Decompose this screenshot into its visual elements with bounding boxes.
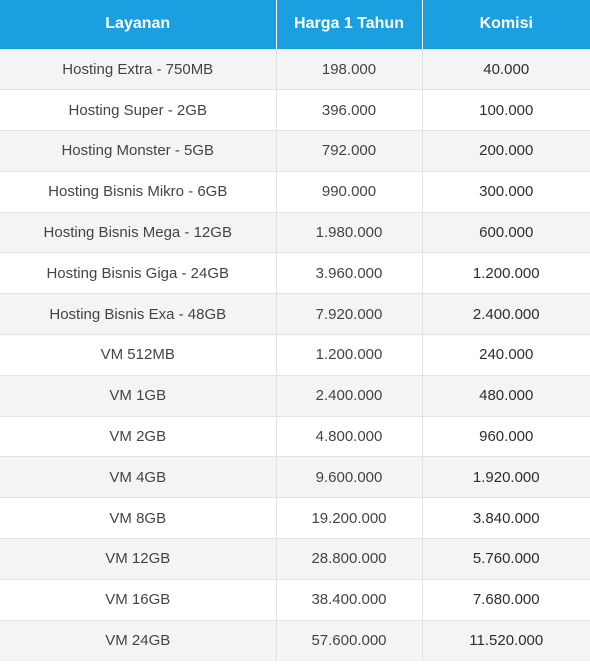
cell-layanan: VM 1GB [0, 374, 277, 417]
table-row: VM 2GB 4.800.000 960.000 [0, 415, 590, 457]
cell-layanan: Hosting Bisnis Mega - 12GB [0, 211, 277, 253]
cell-komisi: 480.000 [422, 374, 590, 417]
cell-harga: 9.600.000 [276, 456, 423, 498]
cell-layanan: VM 24GB [0, 619, 277, 661]
header-harga: Harga 1 Tahun [276, 0, 423, 49]
cell-layanan: VM 16GB [0, 578, 277, 621]
cell-harga: 396.000 [276, 89, 423, 131]
cell-harga: 57.600.000 [276, 619, 423, 661]
table-row: Hosting Bisnis Giga - 24GB 3.960.000 1.200… [0, 252, 590, 294]
cell-harga: 1.200.000 [276, 334, 423, 376]
cell-harga: 792.000 [276, 130, 423, 172]
cell-komisi: 1.920.000 [422, 456, 590, 498]
table-row: VM 16GB 38.400.000 7.680.000 [0, 578, 590, 621]
table-row: Hosting Bisnis Mega - 12GB 1.980.000 600.0… [0, 211, 590, 253]
cell-harga: 3.960.000 [276, 252, 423, 294]
table-row: Hosting Bisnis Exa - 48GB 7.920.000 2.400.… [0, 293, 590, 335]
cell-harga: 38.400.000 [276, 578, 423, 621]
cell-layanan: Hosting Super - 2GB [0, 89, 277, 131]
cell-komisi: 7.680.000 [422, 578, 590, 621]
table-row: Hosting Monster - 5GB 792.000 200.000 [0, 130, 590, 172]
cell-harga: 1.980.000 [276, 211, 423, 253]
table-row: VM 24GB 57.600.000 11.520.000 [0, 619, 590, 661]
table-row: VM 8GB 19.200.000 3.840.000 [0, 497, 590, 539]
header-layanan: Layanan [0, 0, 277, 49]
cell-komisi: 600.000 [422, 211, 590, 253]
cell-komisi: 2.400.000 [422, 293, 590, 335]
table-row: Hosting Extra - 750MB 198.000 40.000 [0, 48, 590, 90]
cell-harga: 4.800.000 [276, 415, 423, 457]
cell-komisi: 11.520.000 [422, 619, 590, 661]
table-row: VM 1GB 2.400.000 480.000 [0, 374, 590, 417]
header-komisi: Komisi [479, 15, 533, 33]
cell-komisi: 240.000 [422, 334, 590, 376]
cell-layanan: Hosting Monster - 5GB [0, 130, 277, 172]
table-row: Hosting Super - 2GB 396.000 100.000 [0, 89, 590, 131]
cell-layanan: VM 512MB [0, 334, 277, 376]
header-row: Layanan Harga 1 Tahun Komisi [0, 0, 590, 49]
cell-harga: 990.000 [276, 170, 423, 213]
cell-komisi: 1.200.000 [422, 252, 590, 294]
cell-harga: 28.800.000 [276, 538, 423, 580]
table-body: Hosting Extra - 750MB 198.000 40.000 Hostin… [0, 48, 590, 661]
cell-layanan: Hosting Bisnis Exa - 48GB [0, 293, 277, 335]
table-row: Hosting Bisnis Mikro - 6GB 990.000 300.000 [0, 170, 590, 213]
cell-komisi: 300.000 [422, 170, 590, 213]
cell-layanan: VM 2GB [0, 415, 277, 457]
table-row: VM 512MB 1.200.000 240.000 [0, 334, 590, 376]
cell-komisi: 200.000 [422, 130, 590, 172]
cell-harga: 7.920.000 [276, 293, 423, 335]
cell-komisi: 40.000 [422, 48, 590, 90]
cell-komisi: 5.760.000 [422, 538, 590, 580]
table-row: VM 4GB 9.600.000 1.920.000 [0, 456, 590, 498]
cell-layanan: Hosting Bisnis Giga - 24GB [0, 252, 277, 294]
cell-harga: 2.400.000 [276, 374, 423, 417]
cell-layanan: VM 8GB [0, 497, 277, 539]
cell-harga: 19.200.000 [276, 497, 423, 539]
cell-harga: 198.000 [276, 48, 423, 90]
table-row: VM 12GB 28.800.000 5.760.000 [0, 538, 590, 580]
cell-layanan: Hosting Bisnis Mikro - 6GB [0, 170, 277, 213]
cell-layanan: Hosting Extra - 750MB [0, 48, 277, 90]
cell-layanan: VM 12GB [0, 538, 277, 580]
cell-layanan: VM 4GB [0, 456, 277, 498]
cell-komisi: 3.840.000 [422, 497, 590, 539]
cell-komisi: 100.000 [422, 89, 590, 131]
cell-komisi: 960.000 [422, 415, 590, 457]
table-header: Layanan Harga 1 Tahun Komisi [0, 0, 590, 49]
